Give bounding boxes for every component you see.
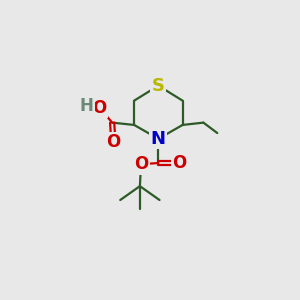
Text: O: O <box>106 133 121 151</box>
Text: O: O <box>92 99 106 117</box>
Text: O: O <box>134 155 148 173</box>
Text: N: N <box>151 130 166 148</box>
Text: H: H <box>80 98 94 116</box>
Text: S: S <box>152 77 165 95</box>
Text: O: O <box>172 154 186 172</box>
